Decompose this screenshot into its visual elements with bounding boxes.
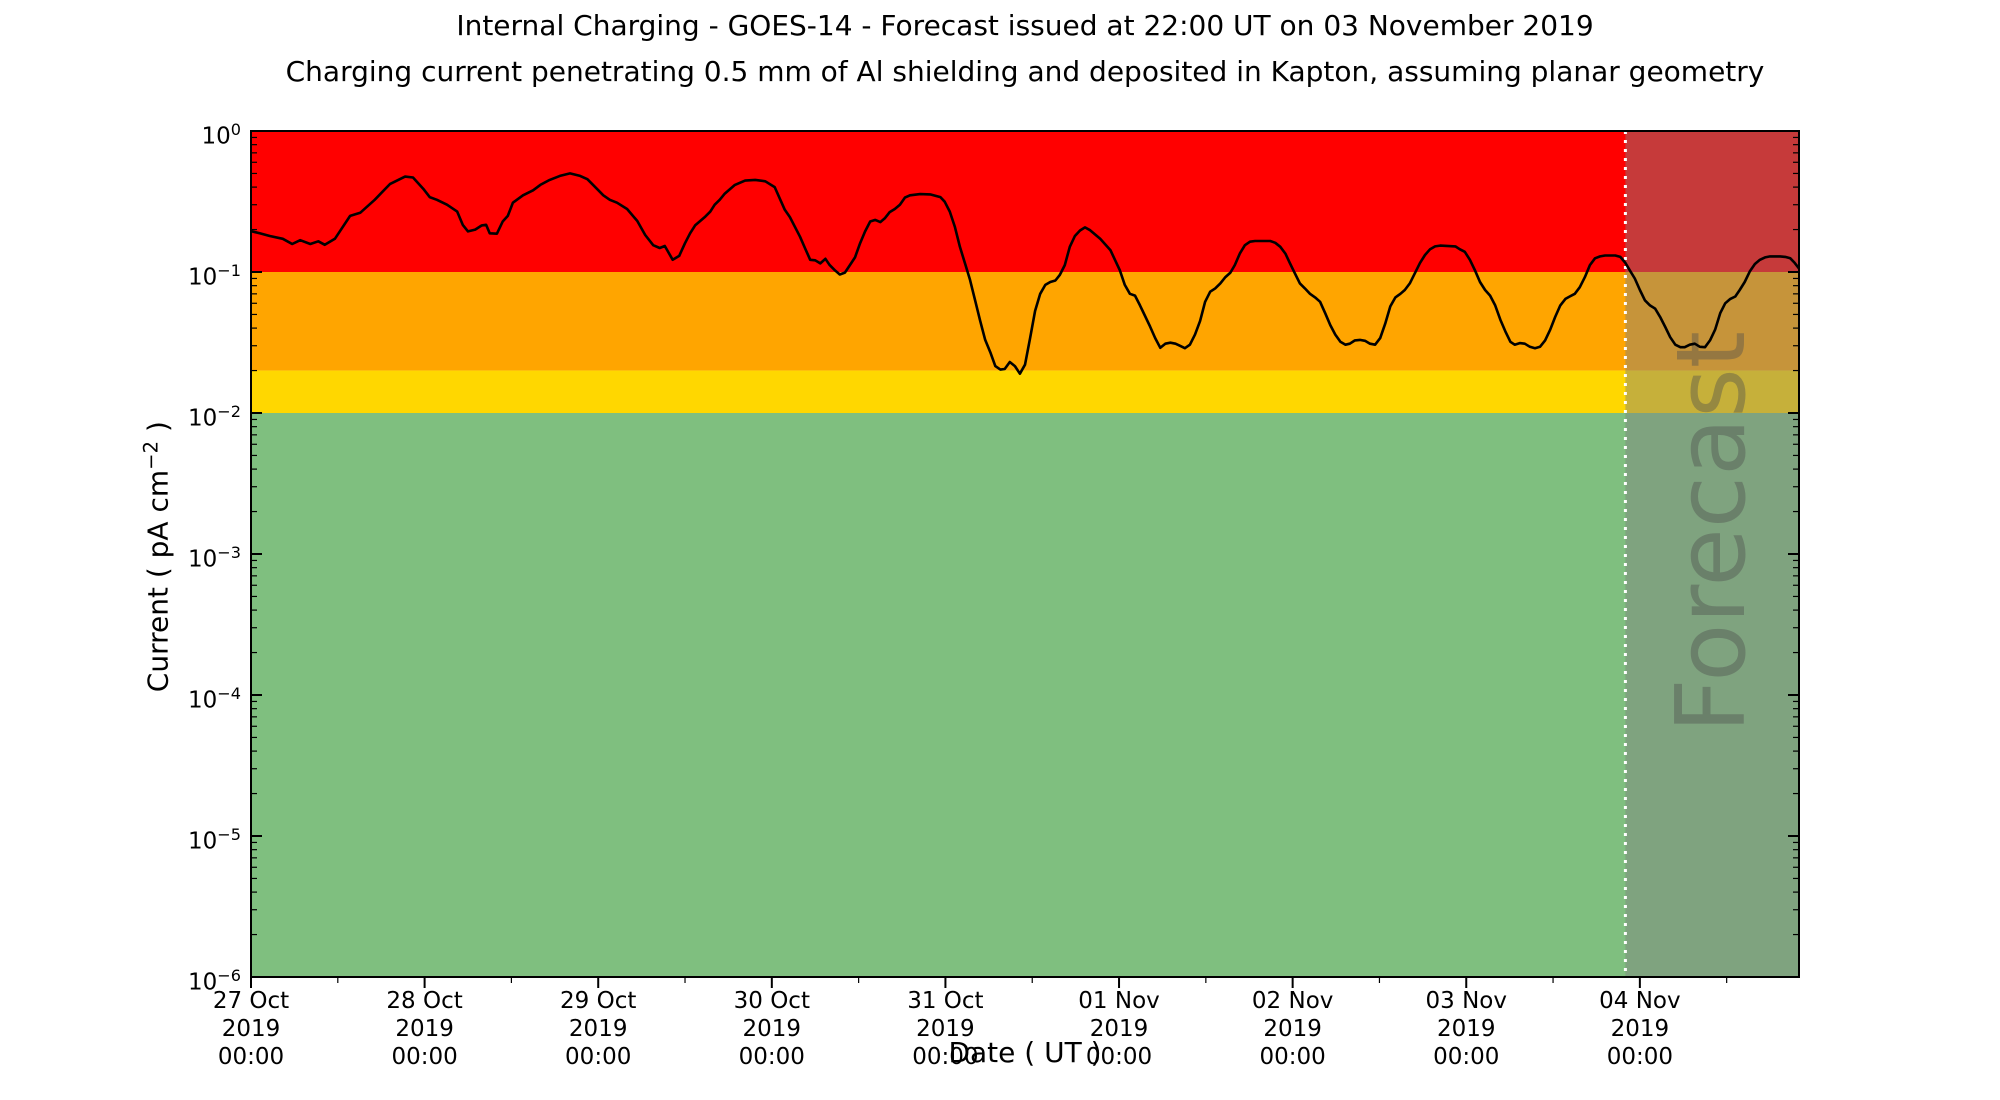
forecast-shaded-region — [1625, 131, 1799, 977]
chart-title: Internal Charging - GOES-14 - Forecast i… — [456, 9, 1594, 42]
y-tick-label: 10−3 — [187, 543, 241, 573]
x-axis-label: Date ( UT ) — [948, 1036, 1102, 1069]
x-tick-year: 2019 — [395, 1016, 454, 1042]
x-tick-label: 28 Oct 2019 00:00 — [345, 987, 505, 1071]
x-tick-date: 01 Nov — [1078, 988, 1160, 1014]
x-tick-time: 00:00 — [912, 1044, 979, 1070]
y-tick-label: 10−1 — [187, 261, 241, 291]
x-tick-year: 2019 — [568, 1016, 628, 1042]
y-tick-label: 10−5 — [187, 825, 241, 855]
forecast-overlay — [1625, 131, 1799, 977]
x-tick-time: 00:00 — [1259, 1044, 1326, 1070]
x-tick-label: 01 Nov 2019 00:00 — [1039, 987, 1199, 1071]
x-tick-time: 00:00 — [217, 1044, 285, 1070]
x-tick-date: 29 Oct — [560, 988, 637, 1014]
y-tick-label: 10−6 — [187, 966, 241, 996]
x-tick-time: 00:00 — [1606, 1044, 1673, 1070]
risk-band-orange — [251, 272, 1799, 371]
forecast-watermark: Forecast — [1657, 331, 1767, 733]
x-tick-label: 27 Oct 2019 00:00 — [171, 987, 331, 1071]
x-tick-time: 00:00 — [1433, 1044, 1500, 1070]
x-tick-time: 00:00 — [738, 1044, 805, 1070]
x-tick-time: 00:00 — [565, 1044, 632, 1070]
x-tick-year: 2019 — [1089, 1016, 1149, 1042]
x-tick-date: 27 Oct — [212, 988, 290, 1014]
x-tick-label: 02 Nov 2019 00:00 — [1213, 987, 1373, 1071]
risk-band-red — [251, 131, 1799, 272]
x-tick-label: 04 Nov 2019 00:00 — [1560, 987, 1720, 1071]
plot-frame — [250, 130, 1800, 978]
x-tick-year: 2019 — [1436, 1016, 1496, 1042]
x-tick-date: 03 Nov — [1425, 988, 1507, 1014]
x-tick-label: 03 Nov 2019 00:00 — [1386, 987, 1546, 1071]
chart-subtitle: Charging current penetrating 0.5 mm of A… — [285, 55, 1765, 88]
x-tick-year: 2019 — [1263, 1016, 1322, 1042]
y-tick-label: 10−4 — [187, 684, 241, 714]
x-tick-year: 2019 — [742, 1016, 802, 1042]
risk-bands — [251, 131, 1799, 977]
x-tick-date: 31 Oct — [907, 988, 984, 1014]
axes-spines — [250, 130, 1800, 978]
x-tick-label: 30 Oct 2019 00:00 — [692, 987, 852, 1071]
current-data-line — [250, 172, 1801, 375]
x-tick-time: 00:00 — [391, 1044, 458, 1070]
x-tick-date: 28 Oct — [386, 988, 463, 1014]
x-tick-year: 2019 — [1610, 1016, 1670, 1042]
x-tick-time: 00:00 — [1085, 1044, 1153, 1070]
y-tick-label: 100 — [201, 120, 241, 150]
x-tick-year: 2019 — [221, 1016, 281, 1042]
x-tick-label: 31 Oct 2019 00:00 — [865, 987, 1025, 1071]
charging-current-curve — [250, 172, 1801, 375]
x-tick-date: 30 Oct — [733, 988, 810, 1014]
risk-band-green — [251, 413, 1799, 977]
x-tick-date: 04 Nov — [1599, 988, 1681, 1014]
risk-band-gold — [251, 370, 1799, 413]
x-tick-year: 2019 — [916, 1016, 975, 1042]
x-tick-label: 29 Oct 2019 00:00 — [518, 987, 678, 1071]
y-tick-label: 10−2 — [187, 402, 241, 432]
x-tick-date: 02 Nov — [1251, 988, 1334, 1014]
